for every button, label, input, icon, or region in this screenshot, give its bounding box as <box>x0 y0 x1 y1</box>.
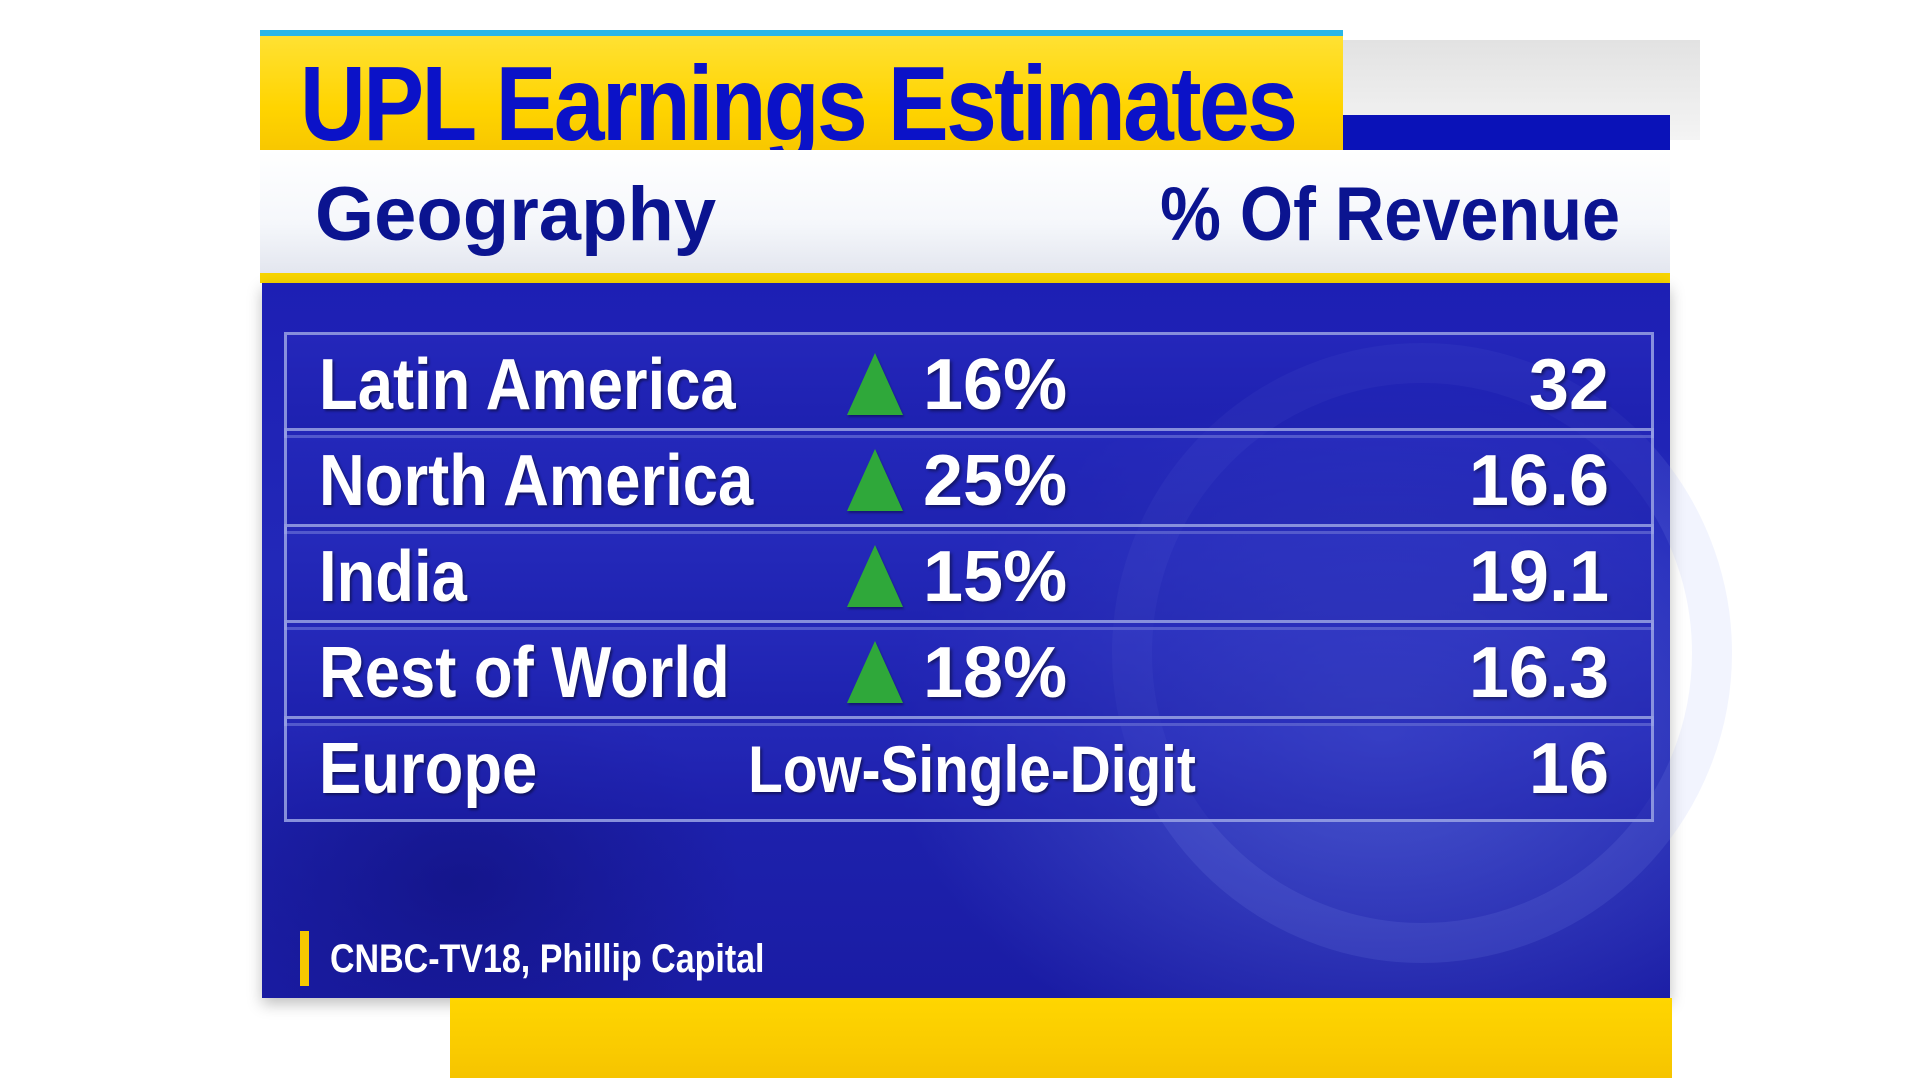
revenue-share-value: 19.1 <box>1468 537 1609 617</box>
region-label: Europe <box>319 729 538 809</box>
region-label: Latin America <box>319 345 736 425</box>
up-arrow-icon <box>847 545 903 607</box>
column-header-bar: Geography % Of Revenue <box>260 150 1670 283</box>
header-geography: Geography <box>315 172 717 257</box>
growth-cell: 25% <box>847 431 1207 531</box>
growth-cell: 18% <box>847 623 1207 723</box>
revenue-share-value: 16.6 <box>1468 441 1609 521</box>
growth-value: 15% <box>923 537 1068 617</box>
up-arrow-icon <box>847 641 903 703</box>
source-credit: CNBC-TV18, Phillip Capital <box>330 937 765 981</box>
region-label: India <box>319 537 467 617</box>
table-row: India 15% 19.1 <box>284 524 1654 630</box>
up-arrow-icon <box>847 353 903 415</box>
region-label: North America <box>319 441 754 521</box>
growth-value: Low-Single-Digit <box>748 732 1196 806</box>
region-label: Rest of World <box>319 633 730 713</box>
table-row: Latin America 16% 32 <box>284 332 1654 438</box>
growth-value: 18% <box>923 633 1068 713</box>
accent-bar <box>1343 115 1670 150</box>
table-row: North America 25% 16.6 <box>284 428 1654 534</box>
bottom-accent-bar <box>450 998 1672 1078</box>
revenue-share-value: 32 <box>1528 345 1609 425</box>
up-arrow-icon <box>847 449 903 511</box>
source-marker <box>300 931 309 986</box>
revenue-share-value: 16 <box>1528 729 1609 809</box>
title-bar: UPL Earnings Estimates <box>260 30 1343 167</box>
revenue-share-value: 16.3 <box>1468 633 1609 713</box>
data-panel: Latin America 16% 32 North America 25% 1… <box>262 283 1732 998</box>
growth-cell: 15% <box>847 527 1207 627</box>
page-title: UPL Earnings Estimates <box>300 45 1298 163</box>
growth-value: 25% <box>923 441 1068 521</box>
header-revenue-share: % Of Revenue <box>1160 172 1620 257</box>
table-row: Rest of World 18% 16.3 <box>284 620 1654 726</box>
growth-value: 16% <box>923 345 1068 425</box>
growth-cell: 16% <box>847 335 1207 435</box>
table-row: Europe Low-Single-Digit 16 <box>284 716 1654 822</box>
